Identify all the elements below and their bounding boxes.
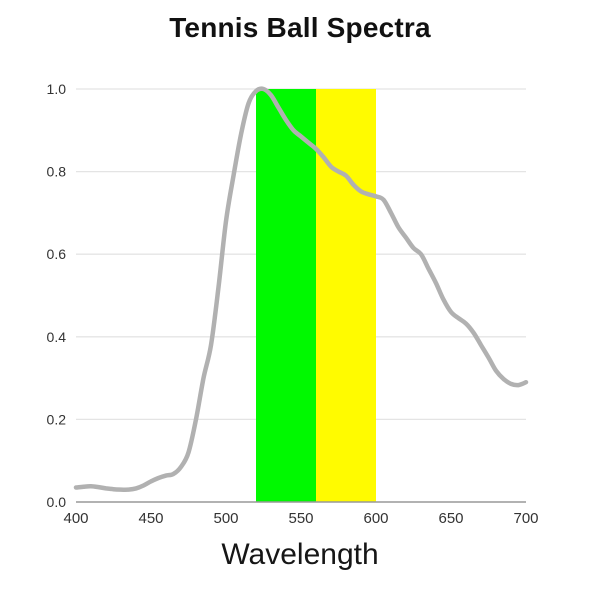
x-axis-title: Wavelength [221,538,379,571]
yellow-band [316,89,376,502]
chart-title: Tennis Ball Spectra [169,12,431,43]
x-tick-label: 650 [438,510,463,527]
y-tick-label: 0.4 [47,329,67,345]
y-tick-label: 0.6 [47,246,67,262]
x-tick-label: 550 [288,510,313,527]
x-tick-label: 450 [138,510,163,527]
y-tick-label: 1.0 [47,81,67,97]
spectra-curve [73,86,529,492]
green-band [256,89,316,502]
y-tick-label: 0.8 [47,164,67,180]
x-tick-label: 700 [513,510,538,527]
y-tick-label: 0.0 [47,494,67,510]
x-tick-label: 600 [363,510,388,527]
x-tick-label: 400 [63,510,88,527]
y-tick-label: 0.2 [47,411,67,427]
x-tick-label: 500 [213,510,238,527]
